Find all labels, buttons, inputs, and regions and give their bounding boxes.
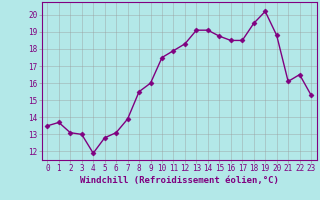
X-axis label: Windchill (Refroidissement éolien,°C): Windchill (Refroidissement éolien,°C) [80,176,279,185]
